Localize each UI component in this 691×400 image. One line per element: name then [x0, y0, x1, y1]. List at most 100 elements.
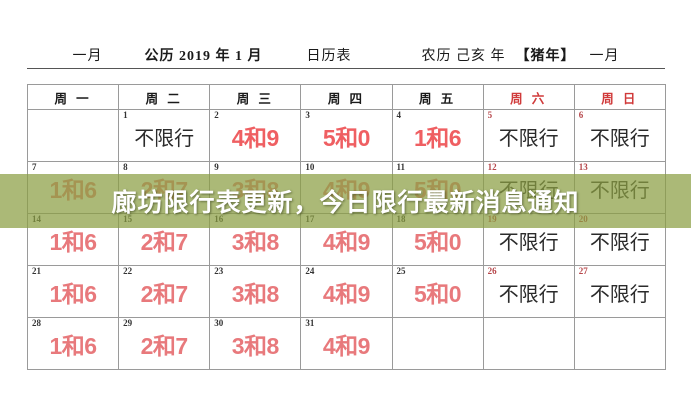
- day-number: 24: [305, 266, 315, 276]
- day-number: 9: [214, 162, 219, 172]
- weekday-header-row: 周 一 周 二 周 三 周 四 周 五 周 六 周 日: [26, 84, 666, 110]
- calendar-week-row: 14 1和6 15 2和7 16 3和8 17 4和9 18 5和0: [26, 213, 666, 266]
- day-restriction: 1和6: [49, 281, 98, 308]
- calendar-day-cell[interactable]: 5 不限行: [482, 109, 575, 162]
- calendar-day-cell[interactable]: 23 3和8: [209, 265, 302, 318]
- calendar-day-cell[interactable]: 16 3和8: [209, 213, 302, 266]
- calendar-day-cell[interactable]: 2 4和9: [209, 109, 302, 162]
- calendar-day-cell[interactable]: 30 3和8: [209, 317, 302, 370]
- day-number: 1: [123, 110, 128, 120]
- calendar-week-row: 28 1和6 29 2和7 30 3和8 31 4和9: [26, 317, 666, 370]
- calendar-day-cell[interactable]: [26, 109, 120, 162]
- day-number: 7: [32, 162, 37, 172]
- calendar-day-cell[interactable]: 27 不限行: [573, 265, 666, 318]
- day-number: 11: [396, 162, 406, 172]
- calendar-day-cell[interactable]: 26 不限行: [482, 265, 575, 318]
- day-number: 19: [487, 214, 497, 224]
- day-restriction: 3和8: [231, 333, 280, 360]
- calendar-day-cell[interactable]: 4 1和6: [391, 109, 484, 162]
- calendar-day-cell[interactable]: 29 2和7: [118, 317, 211, 370]
- weekday-header-mon: 周 一: [26, 84, 120, 110]
- header-table-label: 日历表: [306, 49, 352, 64]
- day-number: 5: [487, 110, 493, 120]
- day-restriction: 3和8: [231, 281, 280, 308]
- day-restriction: 不限行: [589, 232, 650, 254]
- calendar-day-cell[interactable]: 21 1和6: [26, 265, 120, 318]
- calendar-day-cell[interactable]: 13 不限行: [573, 161, 666, 214]
- day-number: 29: [123, 318, 133, 328]
- day-number: 21: [32, 266, 41, 276]
- weekday-header-thu: 周 四: [300, 84, 393, 110]
- calendar-day-cell[interactable]: 14 1和6: [26, 213, 120, 266]
- header-month-right: 一月: [589, 49, 620, 64]
- calendar-day-cell[interactable]: 25 5和0: [391, 265, 484, 318]
- day-restriction: 不限行: [498, 232, 559, 254]
- day-restriction: 2和7: [140, 281, 189, 308]
- calendar-day-cell[interactable]: 28 1和6: [26, 317, 120, 370]
- calendar-day-cell[interactable]: 22 2和7: [118, 265, 211, 318]
- day-restriction: 4和9: [322, 229, 371, 256]
- day-restriction: 不限行: [134, 128, 195, 150]
- weekday-header-wed: 周 三: [209, 84, 302, 110]
- weekday-header-sat: 周 六: [482, 84, 575, 110]
- day-restriction: 4和9: [322, 281, 371, 308]
- weekday-header-tue: 周 二: [118, 84, 211, 110]
- calendar-day-cell[interactable]: [482, 317, 575, 370]
- day-number: 13: [578, 162, 588, 172]
- day-restriction: 不限行: [589, 128, 650, 150]
- calendar-day-cell[interactable]: 20 不限行: [573, 213, 666, 266]
- calendar-day-cell[interactable]: 12 不限行: [482, 161, 575, 214]
- calendar-day-cell[interactable]: 19 不限行: [482, 213, 575, 266]
- day-number: 14: [32, 214, 41, 224]
- day-restriction: 1和6: [49, 177, 98, 204]
- day-number: 16: [214, 214, 224, 224]
- calendar-day-cell[interactable]: 7 1和6: [26, 161, 120, 214]
- calendar-week-row: 7 1和6 8 2和7 9 3和8 10 4和9 11 5和0: [26, 161, 666, 214]
- calendar-day-cell[interactable]: 15 2和7: [118, 213, 211, 266]
- day-number: 22: [123, 266, 133, 276]
- weekday-header-sun: 周 日: [573, 84, 666, 110]
- day-number: 20: [578, 214, 588, 224]
- calendar-day-cell[interactable]: 31 4和9: [300, 317, 393, 370]
- day-restriction: 2和7: [140, 229, 189, 256]
- day-number: 3: [305, 110, 310, 120]
- calendar-day-cell[interactable]: 6 不限行: [573, 109, 666, 162]
- weekday-header-fri: 周 五: [391, 84, 484, 110]
- day-restriction: 4和9: [322, 333, 371, 360]
- calendar-header: 一月 公历 2019 年 1 月 日历表 农历 己亥 年 【猪年】 一月: [27, 33, 665, 69]
- day-restriction: 2和7: [140, 177, 189, 204]
- day-number: 25: [396, 266, 406, 276]
- day-restriction: 不限行: [589, 284, 650, 306]
- day-restriction: 2和7: [140, 333, 189, 360]
- calendar-day-cell[interactable]: [391, 317, 484, 370]
- calendar-day-cell[interactable]: 17 4和9: [300, 213, 393, 266]
- calendar-week-row: 1 不限行 2 4和9 3 5和0 4 1和6 5 不限行: [26, 109, 666, 162]
- day-number: 6: [578, 110, 584, 120]
- day-number: 17: [305, 214, 315, 224]
- day-restriction: 5和0: [414, 177, 462, 204]
- day-restriction: 5和0: [414, 229, 462, 256]
- calendar-day-cell[interactable]: 10 4和9: [300, 161, 393, 214]
- calendar-day-cell[interactable]: 8 2和7: [118, 161, 211, 214]
- day-number: 30: [214, 318, 224, 328]
- calendar-grid: 周 一 周 二 周 三 周 四 周 五 周 六 周 日 1 不限行: [26, 84, 666, 370]
- day-number: 28: [32, 318, 41, 328]
- day-restriction: 1和6: [49, 229, 98, 256]
- day-restriction: 4和9: [231, 125, 280, 152]
- day-restriction: 5和0: [414, 281, 462, 308]
- calendar-day-cell[interactable]: 18 5和0: [391, 213, 484, 266]
- day-restriction: 不限行: [498, 284, 559, 306]
- calendar-day-cell[interactable]: 3 5和0: [300, 109, 393, 162]
- calendar-day-cell[interactable]: 11 5和0: [391, 161, 484, 214]
- calendar-day-cell[interactable]: 24 4和9: [300, 265, 393, 318]
- calendar-day-cell[interactable]: 1 不限行: [118, 109, 211, 162]
- calendar-day-cell[interactable]: [573, 317, 666, 370]
- day-restriction: 不限行: [498, 180, 559, 202]
- day-number: 4: [396, 110, 402, 120]
- calendar-day-cell[interactable]: 9 3和8: [209, 161, 302, 214]
- header-gregorian: 公历 2019 年 1 月: [144, 49, 263, 64]
- day-number: 18: [396, 214, 406, 224]
- day-number: 10: [305, 162, 315, 172]
- day-number: 15: [123, 214, 133, 224]
